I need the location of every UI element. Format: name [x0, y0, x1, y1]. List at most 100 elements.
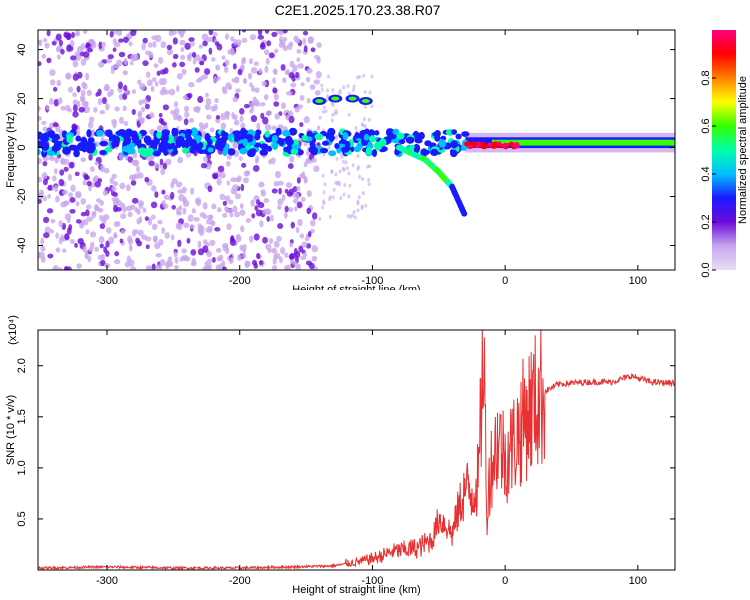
heatmap-speckle — [204, 68, 211, 75]
heatmap-speckle — [235, 233, 241, 241]
heatmap-speckle — [260, 112, 265, 120]
heatmap-speckle — [288, 254, 295, 260]
heatmap-speckle — [296, 177, 301, 184]
heatmap-speckle — [93, 106, 98, 113]
heatmap-speckle — [211, 57, 216, 62]
heatmap-speckle — [147, 42, 153, 48]
heatmap-speckle — [63, 158, 70, 166]
heatmap-speckle — [222, 242, 229, 249]
heatmap-speckle — [65, 266, 72, 270]
heatmap-speckle — [347, 194, 351, 199]
heatmap-speckle — [356, 208, 360, 213]
heatmap-speckle — [265, 57, 270, 65]
heatmap-speckle — [190, 249, 197, 256]
heatmap-speckle — [352, 84, 356, 89]
heatmap-speckle — [58, 178, 65, 187]
main-band-blob — [259, 149, 269, 156]
heatmap-speckle — [171, 204, 176, 210]
heatmap-speckle — [118, 81, 123, 89]
heatmap-speckle — [343, 183, 347, 188]
heatmap-speckle — [219, 193, 226, 201]
main-band-blob — [38, 148, 41, 156]
heatmap-speckle — [118, 51, 126, 58]
heatmap-speckle — [116, 30, 123, 36]
heatmap-speckle — [339, 196, 343, 201]
heatmap-speckle — [99, 223, 106, 230]
heatmap-speckle — [116, 220, 121, 227]
heatmap-speckle — [151, 223, 158, 231]
heatmap-speckle — [367, 117, 371, 122]
heatmap-speckle — [322, 199, 326, 204]
main-band-blob — [75, 135, 82, 142]
main-band-peak — [463, 142, 469, 147]
heatmap-speckle — [68, 192, 74, 198]
heatmap-speckle — [113, 233, 118, 239]
heatmap-speckle — [154, 242, 161, 250]
main-band-blob — [99, 150, 107, 156]
heatmap-speckle — [180, 46, 185, 53]
main-band-blob — [296, 149, 304, 156]
heatmap-speckle — [189, 224, 195, 230]
heatmap-speckle — [254, 205, 259, 211]
main-band-blob — [321, 140, 330, 146]
heatmap-speckle — [228, 256, 234, 265]
heatmap-speckle — [63, 166, 69, 172]
main-band-blob — [87, 143, 96, 152]
heatmap-speckle — [182, 207, 187, 215]
heatmap-speckle — [70, 55, 77, 61]
heatmap-speckle — [322, 105, 326, 110]
upper-branch-core — [361, 99, 370, 104]
main-band-center — [491, 139, 675, 146]
heatmap-speckle — [80, 96, 86, 103]
heatmap-speckle — [188, 117, 195, 123]
heatmap-speckle — [233, 38, 238, 46]
heatmap-speckle — [363, 104, 367, 109]
heatmap-speckle — [245, 217, 252, 223]
heatmap-speckle — [274, 170, 282, 179]
heatmap-speckle — [146, 79, 153, 87]
main-band-blob — [204, 132, 211, 142]
heatmap-speckle — [357, 174, 361, 179]
heatmap-speckle — [71, 31, 75, 39]
heatmap-speckle — [181, 256, 187, 261]
heatmap-speckle — [248, 58, 253, 65]
heatmap-speckle — [199, 60, 205, 66]
heatmap-speckle — [290, 221, 295, 229]
heatmap-speckle — [331, 195, 335, 200]
main-band-blob — [182, 147, 189, 154]
heatmap-speckle — [176, 210, 183, 216]
heatmap-speckle — [101, 41, 106, 48]
heatmap-speckle — [80, 89, 86, 97]
heatmap-speckle — [342, 192, 346, 197]
heatmap-speckle — [268, 52, 275, 59]
heatmap-speckle — [170, 234, 175, 241]
heatmap-speckle — [99, 243, 104, 249]
heatmap-speckle — [322, 190, 326, 195]
heatmap-speckle — [324, 109, 328, 114]
heatmap-speckle — [192, 59, 197, 65]
heatmap-speckle — [277, 223, 284, 229]
heatmap-speckle — [334, 172, 338, 177]
heatmap-speckle — [150, 185, 157, 192]
heatmap-speckle — [328, 195, 332, 200]
heatmap-speckle — [41, 53, 47, 59]
heatmap-speckle — [304, 236, 310, 242]
heatmap-speckle — [185, 152, 191, 158]
heatmap-speckle — [166, 259, 172, 267]
heatmap-speckle — [40, 237, 45, 245]
heatmap-speckle — [219, 171, 226, 179]
heatmap-speckle — [162, 162, 168, 170]
heatmap-speckle — [138, 82, 146, 91]
heatmap-speckle — [278, 36, 283, 44]
heatmap-speckle — [171, 178, 178, 184]
heatmap-speckle — [158, 112, 163, 118]
heatmap-speckle — [309, 84, 316, 90]
heatmap-speckle — [258, 181, 265, 188]
heatmap-speckle — [157, 219, 163, 225]
heatmap-speckle — [52, 266, 57, 270]
heatmap-speckle — [74, 242, 78, 248]
heatmap-speckle — [78, 106, 86, 113]
heatmap-speckle — [153, 63, 159, 69]
heatmap-speckle — [99, 164, 105, 173]
heatmap-speckle — [173, 101, 179, 108]
